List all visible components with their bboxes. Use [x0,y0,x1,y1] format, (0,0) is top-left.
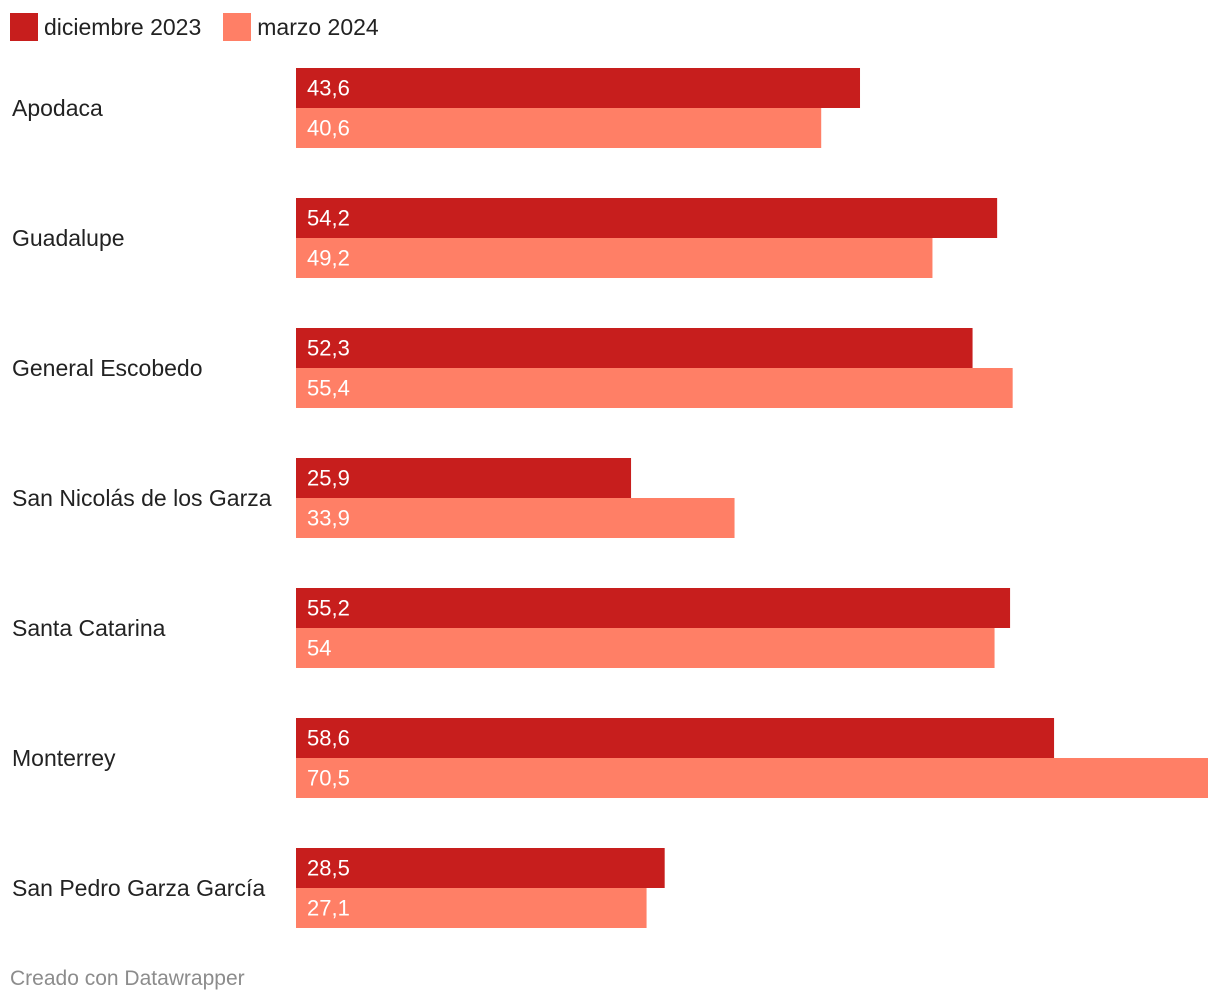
bar-group-san-pedro-garza-garcia: San Pedro Garza García 28,5 27,1 [12,848,665,928]
value-label: 55,4 [307,376,350,401]
category-label: Monterrey [12,745,116,771]
bar-marzo-2024-monterrey [296,758,1208,798]
footer-credit: Creado con Datawrapper [10,967,245,990]
bar-marzo-2024-apodaca [296,108,822,148]
value-label: 25,9 [307,466,350,491]
bar-marzo-2024-guadalupe [296,238,933,278]
category-label: San Pedro Garza García [12,875,265,901]
bar-diciembre-2023-san-pedro-garza-garcia [296,848,665,888]
legend: diciembre 2023 marzo 2024 [10,12,401,42]
value-label: 58,6 [307,726,350,751]
bar-marzo-2024-santa-catarina [296,628,995,668]
legend-swatch-diciembre-2023 [10,13,38,41]
legend-label-diciembre-2023: diciembre 2023 [44,13,202,40]
value-label: 28,5 [307,856,350,881]
bar-marzo-2024-san-pedro-garza-garcia [296,888,647,928]
value-label: 49,2 [307,246,350,271]
legend-swatch-marzo-2024 [223,13,252,41]
bar-diciembre-2023-general-escobedo [296,328,973,368]
bar-marzo-2024-general-escobedo [296,368,1013,408]
legend-item-marzo-2024: marzo 2024 [223,13,379,41]
bar-diciembre-2023-monterrey [296,718,1055,758]
value-label: 54 [307,636,331,661]
category-label: San Nicolás de los Garza [12,485,272,511]
bar-marzo-2024-san-nicolas-de-los-garza [296,498,735,538]
legend-label-marzo-2024: marzo 2024 [257,13,379,40]
bar-diciembre-2023-santa-catarina [296,588,1011,628]
bar-group-san-nicolas-de-los-garza: San Nicolás de los Garza 25,9 33,9 [12,458,735,538]
bar-group-santa-catarina: Santa Catarina 55,2 54 [12,588,1011,668]
value-label: 27,1 [307,896,350,921]
value-label: 33,9 [307,506,350,531]
value-label: 70,5 [307,766,350,791]
value-label: 43,6 [307,76,350,101]
category-label: Guadalupe [12,225,125,251]
bar-chart: Apodaca 43,6 40,6 Guadalupe 54,2 49,2 General … [12,68,1208,928]
category-label: General Escobedo [12,355,203,381]
value-label: 54,2 [307,206,350,231]
bar-group-general-escobedo: General Escobedo 52,3 55,4 [12,328,1013,408]
category-label: Santa Catarina [12,615,166,641]
value-label: 55,2 [307,596,350,621]
legend-item-diciembre-2023: diciembre 2023 [10,13,201,41]
bar-diciembre-2023-guadalupe [296,198,998,238]
value-label: 40,6 [307,116,350,141]
bar-group-apodaca: Apodaca 43,6 40,6 [12,68,861,148]
bar-diciembre-2023-apodaca [296,68,861,108]
value-label: 52,3 [307,336,350,361]
bar-group-monterrey: Monterrey 58,6 70,5 [12,718,1208,798]
bar-group-guadalupe: Guadalupe 54,2 49,2 [12,198,998,278]
category-label: Apodaca [12,95,103,121]
bar-diciembre-2023-san-nicolas-de-los-garza [296,458,632,498]
